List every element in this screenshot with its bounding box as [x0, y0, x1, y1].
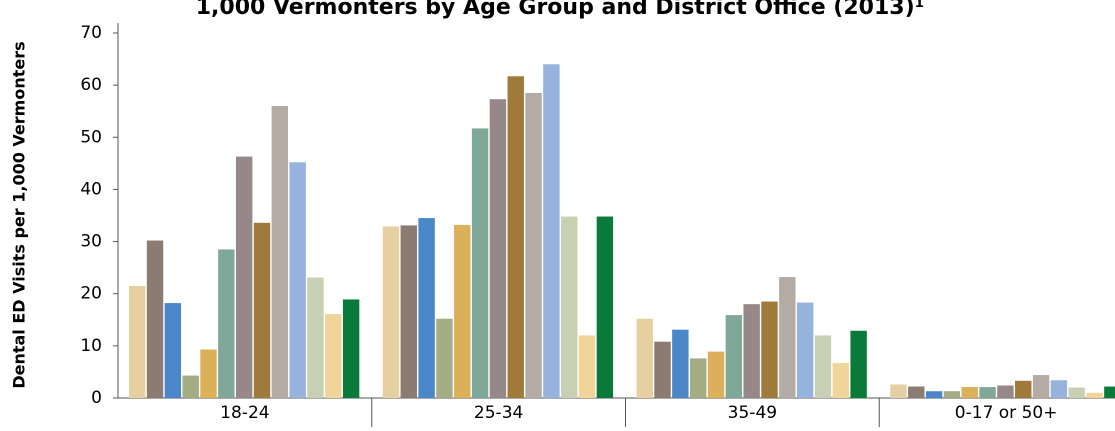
bar	[578, 335, 596, 398]
bar	[382, 226, 400, 398]
bar	[253, 222, 271, 398]
bar	[707, 351, 725, 398]
bar	[1104, 386, 1115, 398]
bar	[182, 375, 199, 398]
bar	[997, 385, 1014, 398]
y-tick-label: 40	[80, 179, 102, 199]
bar	[814, 335, 832, 398]
bar	[1086, 392, 1103, 398]
chart-title: 1,000 Vermonters by Age Group and Distri…	[196, 0, 925, 20]
bar	[561, 216, 578, 398]
bar	[1068, 387, 1085, 398]
bar	[289, 162, 306, 398]
bar	[890, 384, 907, 398]
bar	[925, 391, 943, 398]
x-tick-label: 25-34	[474, 403, 523, 423]
bar	[1032, 375, 1050, 398]
bar	[543, 64, 560, 399]
bar	[489, 99, 507, 398]
y-tick-label: 0	[91, 388, 102, 408]
x-tick-label: 0-17 or 50+	[955, 403, 1058, 423]
bar	[342, 299, 360, 398]
bar	[507, 76, 524, 399]
bar	[471, 128, 489, 398]
bar	[908, 386, 925, 398]
y-tick-label: 50	[80, 127, 102, 147]
y-tick-label: 60	[80, 75, 102, 95]
bar	[943, 391, 961, 398]
bar	[654, 341, 671, 398]
bar	[636, 318, 653, 398]
bar	[779, 277, 796, 398]
bar	[218, 249, 235, 398]
bar	[164, 303, 182, 398]
bar	[761, 301, 778, 398]
bar	[672, 329, 689, 398]
bar	[454, 224, 471, 398]
bar	[832, 363, 849, 398]
bar	[796, 302, 814, 398]
bar	[325, 314, 342, 398]
bar	[1050, 380, 1068, 398]
bar	[850, 330, 867, 398]
bar	[961, 387, 978, 398]
bar	[743, 304, 760, 398]
y-tick-label: 20	[80, 284, 102, 304]
bar	[979, 387, 996, 398]
y-tick-label: 30	[80, 232, 102, 252]
bar	[307, 277, 324, 398]
bar	[271, 106, 289, 398]
y-axis-label: Dental ED Visits per 1,000 Vermonters	[10, 41, 29, 388]
bar	[596, 216, 614, 398]
bar	[400, 225, 417, 398]
x-tick-label: 18-24	[220, 403, 269, 423]
bar	[1015, 380, 1032, 398]
bar	[418, 218, 435, 398]
y-tick-label: 10	[80, 336, 102, 356]
bar	[146, 240, 164, 398]
y-tick-label: 70	[80, 23, 102, 43]
bar	[525, 92, 542, 398]
bar	[235, 156, 253, 398]
bar	[200, 349, 217, 398]
bar	[725, 315, 743, 398]
bar	[689, 358, 707, 398]
bar	[129, 285, 146, 398]
x-tick-label: 35-49	[728, 403, 777, 423]
bar	[436, 318, 453, 398]
